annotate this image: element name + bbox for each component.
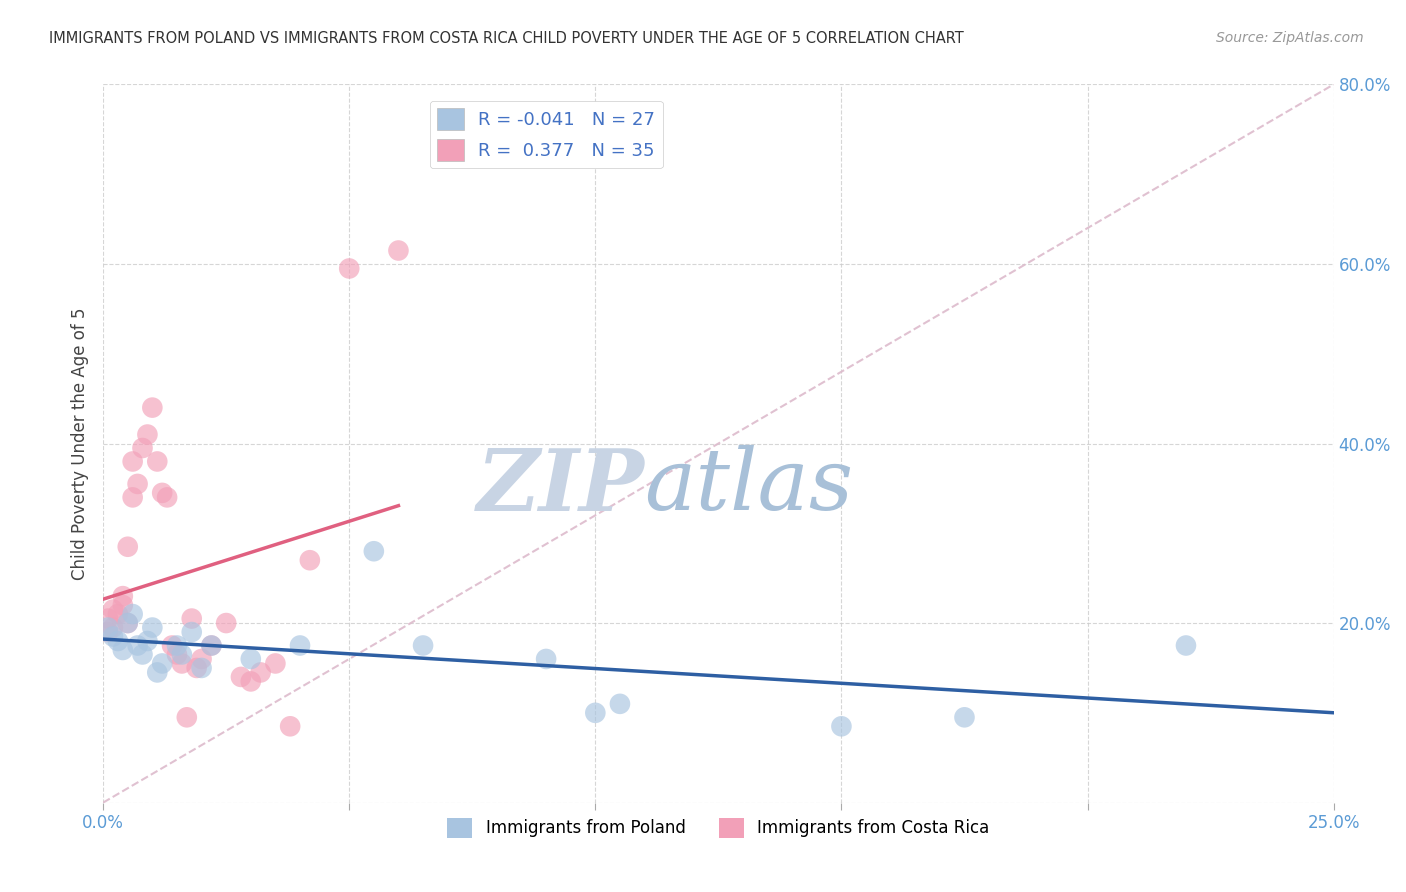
Point [121, 491, 143, 505]
Point [534, 652, 557, 666]
Point [101, 630, 124, 644]
Point [239, 674, 262, 689]
Point [278, 719, 301, 733]
Point [200, 639, 222, 653]
Point [111, 643, 134, 657]
Point [97, 611, 120, 625]
Point [298, 553, 321, 567]
Point [170, 657, 193, 671]
Point [337, 261, 360, 276]
Point [136, 427, 159, 442]
Point [131, 648, 153, 662]
Point [166, 648, 188, 662]
Point [131, 441, 153, 455]
Point [127, 639, 149, 653]
Point [101, 621, 124, 635]
Point [186, 661, 208, 675]
Point [176, 710, 198, 724]
Point [146, 454, 169, 468]
Point [363, 544, 385, 558]
Point [111, 598, 134, 612]
Point [160, 639, 183, 653]
Point [117, 615, 139, 630]
Text: ZIP: ZIP [477, 445, 644, 528]
Y-axis label: Child Poverty Under the Age of 5: Child Poverty Under the Age of 5 [72, 307, 89, 580]
Point [583, 706, 606, 720]
Point [97, 625, 120, 640]
Point [117, 615, 139, 630]
Point [97, 621, 120, 635]
Point [180, 625, 202, 640]
Point [117, 540, 139, 554]
Point [264, 657, 287, 671]
Point [121, 607, 143, 621]
Point [288, 639, 311, 653]
Point [121, 454, 143, 468]
Text: Source: ZipAtlas.com: Source: ZipAtlas.com [1216, 31, 1364, 45]
Point [141, 401, 163, 415]
Text: IMMIGRANTS FROM POLAND VS IMMIGRANTS FROM COSTA RICA CHILD POVERTY UNDER THE AGE: IMMIGRANTS FROM POLAND VS IMMIGRANTS FRO… [49, 31, 965, 46]
Point [150, 657, 173, 671]
Point [609, 697, 631, 711]
Point [387, 244, 409, 258]
Point [180, 611, 202, 625]
Point [953, 710, 976, 724]
Point [200, 639, 222, 653]
Point [150, 486, 173, 500]
Point [107, 607, 129, 621]
Point [136, 634, 159, 648]
Point [215, 615, 238, 630]
Point [156, 491, 179, 505]
Point [239, 652, 262, 666]
Point [190, 661, 212, 675]
Point [412, 639, 434, 653]
Point [101, 602, 124, 616]
Point [1175, 639, 1198, 653]
Text: atlas: atlas [644, 445, 853, 528]
Point [830, 719, 852, 733]
Point [127, 477, 149, 491]
Point [111, 589, 134, 603]
Point [141, 621, 163, 635]
Point [146, 665, 169, 680]
Point [190, 652, 212, 666]
Point [107, 634, 129, 648]
Point [166, 639, 188, 653]
Point [170, 648, 193, 662]
Legend: R = -0.041   N = 27, R =  0.377   N = 35: R = -0.041 N = 27, R = 0.377 N = 35 [430, 101, 662, 169]
Point [229, 670, 252, 684]
Point [249, 665, 271, 680]
